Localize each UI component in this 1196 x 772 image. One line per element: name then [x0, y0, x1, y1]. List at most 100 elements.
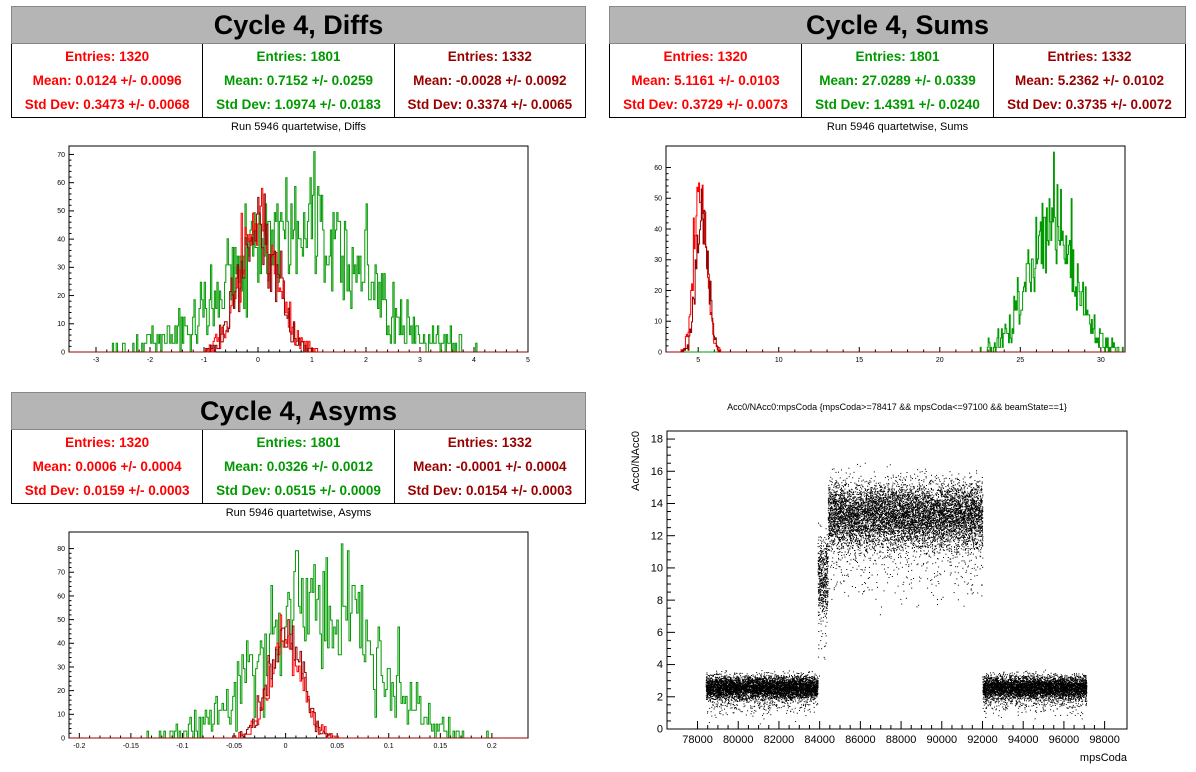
scatter-point: [795, 695, 797, 697]
entries-text: Entries: 1320: [65, 49, 149, 64]
scatter-point: [814, 681, 816, 683]
scatter-point: [717, 676, 719, 678]
scatter-point: [800, 697, 802, 699]
scatter-point: [796, 692, 798, 694]
plot-frame: [68, 145, 529, 353]
scatter-point: [736, 689, 737, 691]
scatter-point: [792, 694, 794, 696]
scatter-point: [751, 680, 753, 682]
y-tick-label: 0: [61, 349, 65, 356]
scatter-point: [798, 677, 800, 678]
scatter-point: [732, 692, 734, 694]
x-tick-label: 90000: [926, 734, 957, 746]
scatter-point: [750, 689, 752, 690]
scatter-point: [813, 677, 815, 679]
scatter-point: [784, 676, 786, 678]
scatter-point: [730, 707, 732, 709]
scatter-point: [777, 690, 779, 692]
scatter-point: [790, 698, 791, 700]
scatter-point: [777, 687, 779, 688]
scatter-point: [776, 710, 778, 712]
scatter-point: [790, 699, 792, 701]
scatter-point: [722, 681, 724, 682]
scatter-point: [762, 714, 763, 716]
x-tick-label: 0.05: [330, 743, 344, 750]
scatter-point: [734, 708, 736, 710]
scatter-point: [814, 677, 815, 679]
scatter-point: [786, 692, 788, 694]
y-tick-label: 14: [651, 498, 663, 510]
scatter-point: [810, 686, 812, 687]
scatter-point: [711, 674, 713, 676]
scatter-point: [750, 685, 752, 687]
histogram-series: [666, 182, 1125, 353]
scatter-point: [755, 683, 757, 685]
scatter-point: [717, 697, 719, 698]
scatter-point: [790, 694, 792, 696]
scatter-point: [754, 680, 756, 682]
scatter-point: [777, 676, 779, 678]
scatter-point: [812, 687, 813, 688]
scatter-point: [807, 679, 809, 680]
scatter-point: [722, 678, 724, 679]
scatter-point: [739, 687, 741, 689]
x-tick-label: 82000: [764, 734, 795, 746]
scatter-point: [787, 696, 789, 698]
scatter-point: [716, 683, 718, 685]
scatter-point: [773, 690, 775, 692]
scatter-point: [792, 687, 793, 689]
scatter-point: [709, 677, 711, 679]
scatter-point: [769, 692, 771, 694]
scatter-point: [781, 681, 783, 683]
scatter-point: [707, 711, 709, 713]
scatter-point: [781, 689, 783, 691]
scatter-point: [784, 677, 786, 679]
y-tick-label: 20: [654, 288, 662, 295]
asyms-stats: Entries: 1320 Mean: 0.0006 +/- 0.0004 St…: [11, 430, 586, 504]
scatter-point: [750, 680, 752, 682]
scatter-point: [744, 685, 746, 687]
scatter-point: [728, 683, 730, 685]
scatter-point: [721, 680, 723, 682]
scatter-point: [713, 675, 714, 677]
scatter-point: [782, 686, 784, 688]
scatter-point: [753, 691, 755, 693]
x-tick-label: 88000: [886, 734, 917, 746]
y-tick-label: 0: [658, 349, 662, 356]
scatter-point: [797, 673, 799, 674]
scatter-point: [768, 677, 769, 679]
diffs-subtitle: Run 5946 quartetwise, Diffs: [11, 121, 586, 133]
scatter-point: [722, 691, 724, 693]
scatter-point: [768, 672, 770, 673]
scatter-point: [813, 678, 815, 680]
scatter-point: [775, 682, 777, 684]
scatter-point: [749, 699, 751, 701]
scatter-point: [803, 678, 805, 680]
scatter-point: [737, 676, 739, 678]
scatter-point: [752, 675, 754, 677]
scatter-point: [765, 677, 767, 679]
scatter-point: [795, 721, 797, 722]
scatter-title: Acc0/NAcc0:mpsCoda {mpsCoda>=78417 && mp…: [727, 402, 1067, 412]
scatter-point: [744, 699, 746, 701]
scatter-point: [717, 695, 719, 697]
scatter-point: [771, 703, 773, 705]
scatter-point: [815, 679, 817, 681]
scatter-point: [784, 703, 786, 704]
scatter-point: [729, 696, 731, 698]
scatter-point: [725, 689, 727, 691]
scatter-point: [720, 699, 722, 701]
scatter-point: [791, 682, 793, 684]
scatter-point: [710, 697, 712, 699]
scatter-point: [793, 681, 795, 683]
scatter-point: [792, 700, 794, 702]
scatter-point: [784, 682, 786, 684]
scatter-point: [806, 690, 808, 692]
scatter-point: [757, 684, 759, 686]
scatter-point: [794, 676, 796, 678]
scatter-point: [737, 695, 739, 697]
std-text: Std Dev: 0.3735 +/- 0.0072: [1007, 97, 1172, 112]
scatter-point: [733, 686, 735, 688]
scatter-point: [708, 693, 710, 695]
scatter-point: [736, 704, 738, 706]
